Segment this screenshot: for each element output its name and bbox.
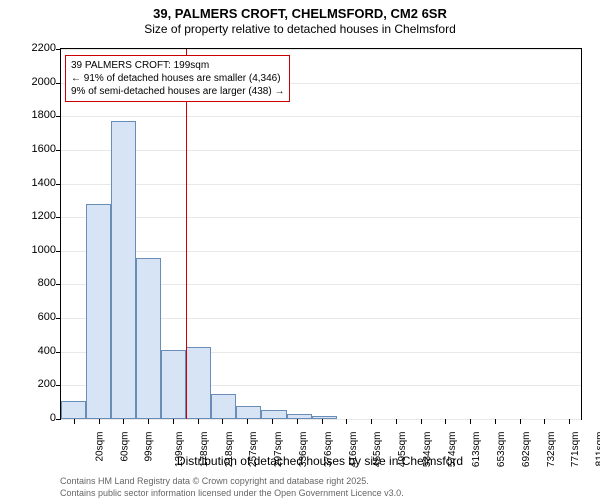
gridline xyxy=(61,184,581,185)
x-tick-mark xyxy=(222,419,223,424)
x-tick-mark xyxy=(396,419,397,424)
gridline xyxy=(61,49,581,50)
y-tick-label: 0 xyxy=(50,412,56,424)
gridline xyxy=(61,217,581,218)
x-tick-mark xyxy=(272,419,273,424)
x-tick-label: 297sqm xyxy=(273,432,284,468)
x-tick-label: 20sqm xyxy=(94,432,105,462)
x-tick-label: 99sqm xyxy=(144,432,155,462)
x-tick-mark xyxy=(247,419,248,424)
y-tick-label: 800 xyxy=(38,277,56,289)
x-tick-mark xyxy=(148,419,149,424)
x-tick-label: 455sqm xyxy=(372,432,383,468)
y-tick-label: 2200 xyxy=(32,42,56,54)
annotation-line: 9% of semi-detached houses are larger (4… xyxy=(71,85,284,98)
x-tick-label: 416sqm xyxy=(348,432,359,468)
annotation-line: 39 PALMERS CROFT: 199sqm xyxy=(71,59,284,72)
y-tick-mark xyxy=(56,385,61,386)
y-tick-mark xyxy=(56,83,61,84)
annotation-line: ← 91% of detached houses are smaller (4,… xyxy=(71,72,284,85)
x-tick-mark xyxy=(123,419,124,424)
x-tick-mark xyxy=(322,419,323,424)
x-tick-label: 653sqm xyxy=(496,432,507,468)
x-tick-label: 811sqm xyxy=(594,432,600,467)
y-tick-label: 400 xyxy=(38,345,56,357)
y-tick-mark xyxy=(56,284,61,285)
histogram-bar xyxy=(211,394,236,419)
y-tick-label: 200 xyxy=(38,378,56,390)
x-tick-mark xyxy=(544,419,545,424)
x-tick-label: 771sqm xyxy=(570,432,581,468)
x-tick-mark xyxy=(173,419,174,424)
plot-area: 39 PALMERS CROFT: 199sqm← 91% of detache… xyxy=(60,48,582,420)
y-tick-mark xyxy=(56,419,61,420)
y-tick-label: 1000 xyxy=(32,244,56,256)
marker-line xyxy=(186,49,188,419)
y-tick-mark xyxy=(56,150,61,151)
y-tick-mark xyxy=(56,184,61,185)
histogram-bar xyxy=(261,410,286,419)
x-tick-mark xyxy=(445,419,446,424)
x-tick-label: 218sqm xyxy=(224,432,235,468)
histogram-bar xyxy=(312,416,337,419)
x-tick-mark xyxy=(569,419,570,424)
x-tick-mark xyxy=(421,419,422,424)
x-tick-label: 534sqm xyxy=(422,432,433,468)
x-tick-mark xyxy=(520,419,521,424)
y-tick-mark xyxy=(56,318,61,319)
x-tick-label: 574sqm xyxy=(447,432,458,468)
y-tick-mark xyxy=(56,49,61,50)
y-tick-mark xyxy=(56,352,61,353)
x-tick-mark xyxy=(371,419,372,424)
footer-copyright: Contains HM Land Registry data © Crown c… xyxy=(60,476,369,486)
y-tick-mark xyxy=(56,217,61,218)
x-tick-mark xyxy=(470,419,471,424)
y-tick-label: 2000 xyxy=(32,76,56,88)
x-tick-label: 178sqm xyxy=(199,432,210,468)
gridline xyxy=(61,251,581,252)
footer-licence: Contains public sector information licen… xyxy=(60,488,404,498)
annotation-box: 39 PALMERS CROFT: 199sqm← 91% of detache… xyxy=(65,55,290,102)
histogram-bar xyxy=(61,401,86,420)
x-tick-label: 376sqm xyxy=(323,432,334,468)
x-tick-label: 613sqm xyxy=(471,432,482,468)
chart-title-main: 39, PALMERS CROFT, CHELMSFORD, CM2 6SR xyxy=(0,6,600,21)
y-tick-mark xyxy=(56,116,61,117)
gridline xyxy=(61,116,581,117)
x-tick-mark xyxy=(74,419,75,424)
chart-title-sub: Size of property relative to detached ho… xyxy=(0,22,600,36)
y-tick-label: 600 xyxy=(38,311,56,323)
x-tick-label: 139sqm xyxy=(174,432,185,468)
x-tick-label: 336sqm xyxy=(298,432,309,468)
x-tick-label: 60sqm xyxy=(119,432,130,462)
x-tick-mark xyxy=(198,419,199,424)
x-tick-mark xyxy=(495,419,496,424)
y-tick-mark xyxy=(56,251,61,252)
x-tick-label: 495sqm xyxy=(397,432,408,468)
x-tick-label: 257sqm xyxy=(248,432,259,468)
y-tick-label: 1400 xyxy=(32,177,56,189)
histogram-bar xyxy=(287,414,312,419)
histogram-bar xyxy=(136,258,161,419)
histogram-bar xyxy=(186,347,211,419)
x-tick-label: 692sqm xyxy=(521,432,532,468)
x-tick-mark xyxy=(346,419,347,424)
histogram-bar xyxy=(161,350,186,419)
x-tick-label: 732sqm xyxy=(546,432,557,468)
y-tick-label: 1200 xyxy=(32,210,56,222)
histogram-bar xyxy=(111,121,136,419)
chart-container: 39, PALMERS CROFT, CHELMSFORD, CM2 6SR S… xyxy=(0,0,600,500)
x-tick-mark xyxy=(297,419,298,424)
y-tick-label: 1800 xyxy=(32,109,56,121)
gridline xyxy=(61,150,581,151)
histogram-bar xyxy=(86,204,111,419)
x-tick-mark xyxy=(99,419,100,424)
y-tick-label: 1600 xyxy=(32,143,56,155)
histogram-bar xyxy=(236,406,261,419)
